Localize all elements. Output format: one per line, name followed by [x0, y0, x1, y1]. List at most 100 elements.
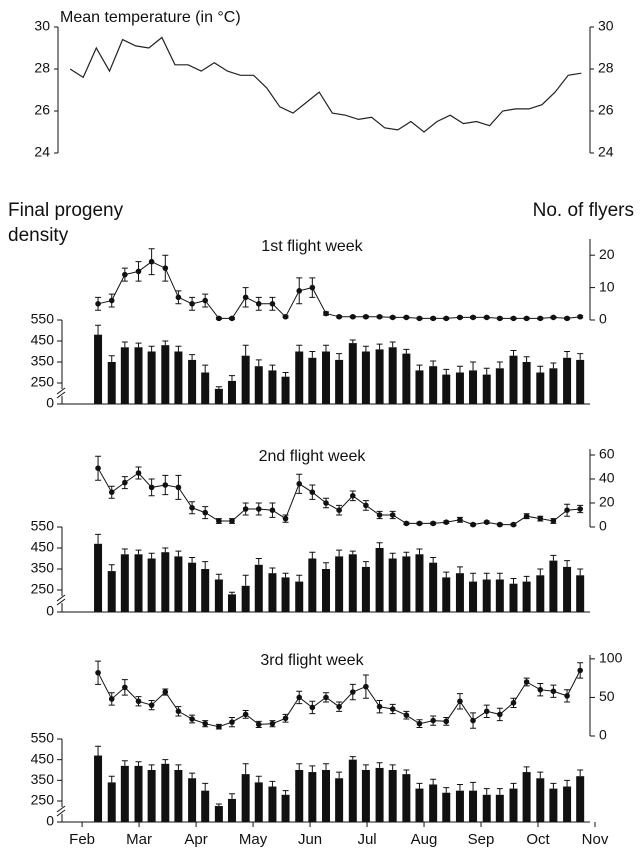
flyers-point [497, 711, 503, 718]
y2-tick-label: 0 [599, 727, 607, 743]
flyers-point [202, 509, 208, 516]
flyers-point [189, 505, 195, 511]
flyers-point [162, 482, 169, 488]
bar-error [228, 591, 235, 595]
flyers-point [229, 719, 235, 725]
y-tick-label: 250 [31, 792, 55, 808]
bar [402, 556, 411, 612]
y2-tick-label: 10 [599, 278, 615, 294]
bar [509, 583, 518, 612]
y-tick-label: 0 [46, 395, 54, 411]
flyers-point [577, 667, 583, 674]
flyers-point [323, 694, 329, 701]
bar-error [376, 343, 383, 350]
bar [322, 351, 331, 404]
bar-error [135, 761, 142, 766]
x-tick-label: Jul [357, 831, 376, 848]
flyers-point [309, 704, 316, 711]
bar-error [95, 533, 102, 544]
bar-error [162, 759, 169, 764]
flyers-point [363, 502, 369, 509]
bar [361, 770, 370, 822]
bar-error [510, 782, 517, 789]
flyers-point [389, 512, 396, 518]
flyers-point [269, 507, 276, 513]
flyers-point [269, 301, 276, 307]
flyers-point [376, 512, 383, 518]
y2-tick-label: 60 [599, 446, 615, 462]
bar-error [323, 562, 330, 569]
bar [455, 372, 464, 404]
y2-tick-label: 50 [599, 688, 615, 704]
bar [94, 334, 103, 404]
flyers-point [255, 301, 262, 307]
bar-error [577, 568, 584, 576]
panel-title: 3rd flight week [260, 652, 364, 669]
bar [120, 765, 129, 822]
bar [308, 772, 317, 822]
y-tick-label: 250 [31, 374, 55, 390]
y2-tick-label: 24 [598, 144, 614, 160]
axis-break [56, 809, 66, 817]
bar [388, 770, 397, 822]
bar [268, 370, 277, 404]
bar [254, 782, 263, 822]
flyers-point [537, 315, 544, 322]
flyers-point [430, 717, 436, 724]
y2-tick-label: 30 [598, 18, 614, 34]
bar [188, 778, 197, 822]
flyers-point [108, 297, 115, 304]
bar [388, 558, 397, 612]
flyers-point [95, 465, 101, 472]
bar [295, 351, 304, 404]
bar [402, 353, 411, 404]
bar-error [537, 568, 544, 576]
flyers-point [443, 519, 450, 525]
bar [348, 343, 357, 404]
bar-error [309, 551, 316, 559]
bar-error [175, 345, 182, 352]
bar [188, 359, 197, 404]
bar-error [282, 372, 289, 377]
flyers-point [483, 708, 490, 715]
bar-error [255, 775, 262, 783]
bar-error [148, 552, 155, 559]
bar [495, 368, 504, 404]
bar-error [496, 361, 503, 369]
bar [482, 579, 491, 612]
flyers-point [470, 314, 476, 321]
bar-error [162, 547, 169, 553]
flyers-point [229, 315, 235, 322]
bar-error [108, 355, 115, 362]
flyers-point [523, 315, 530, 322]
y-tick-label: 550 [31, 730, 55, 746]
flyers-point [242, 294, 249, 301]
bar-error [175, 550, 182, 557]
bar [174, 556, 183, 612]
flyers-point [416, 720, 423, 727]
bar-error [189, 354, 196, 360]
flyers-point [363, 313, 369, 320]
bar-error [389, 764, 396, 770]
bar-error [362, 764, 369, 770]
bar-error [108, 564, 115, 572]
bar [241, 774, 250, 822]
y-tick-label: 0 [46, 603, 54, 619]
bar-error [108, 775, 115, 783]
bar-error [362, 345, 369, 352]
flyers-point [577, 313, 583, 320]
bar-error [470, 361, 477, 371]
flyers-point [216, 518, 222, 524]
flyers-point [135, 698, 142, 705]
bar [455, 573, 464, 612]
y-tick-label: 350 [31, 353, 55, 369]
flyers-point [564, 507, 570, 513]
bar [576, 776, 585, 822]
bar [322, 770, 331, 822]
bar [120, 347, 129, 404]
bar [147, 558, 156, 612]
bar [335, 778, 344, 822]
bar-error [148, 345, 155, 352]
bar-error [121, 760, 128, 766]
